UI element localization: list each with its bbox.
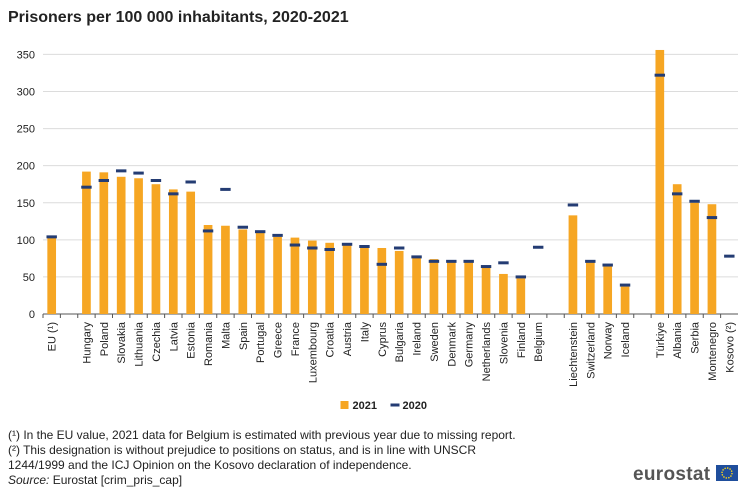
y-tick-label: 100	[17, 235, 35, 247]
bar	[516, 278, 526, 314]
x-tick-label: Switzerland	[585, 322, 597, 379]
x-tick-label: Liechtenstein	[568, 322, 580, 387]
x-tick-label: Sweden	[429, 322, 441, 362]
bar	[464, 262, 474, 314]
x-tick-label: Iceland	[620, 322, 632, 357]
x-tick-label: Finland	[516, 322, 528, 358]
source-label: Source:	[8, 473, 50, 487]
x-tick-label: Estonia	[186, 321, 198, 359]
legend-symbol	[340, 401, 349, 409]
bar	[151, 184, 161, 314]
x-tick-label: Malta	[220, 321, 232, 349]
x-tick-label: Lithuania	[134, 321, 146, 367]
x-tick-label: Italy	[359, 322, 371, 343]
source-text: Eurostat [crim_pris_cap]	[52, 473, 183, 487]
x-tick-label: Serbia	[690, 321, 702, 354]
bar	[186, 191, 196, 314]
x-tick-label: Portugal	[255, 322, 267, 363]
bar	[690, 202, 699, 314]
bar	[412, 257, 421, 314]
bar	[134, 178, 143, 314]
x-tick-label: Denmark	[446, 322, 458, 367]
x-tick-label: Belgium	[533, 322, 545, 362]
bar	[672, 184, 682, 314]
bar	[568, 215, 578, 314]
bar	[394, 250, 404, 314]
bar	[203, 225, 213, 314]
bar	[377, 247, 387, 314]
bar	[221, 225, 230, 314]
y-tick-label: 300	[17, 87, 35, 99]
bar	[342, 243, 352, 314]
bar	[360, 245, 369, 314]
x-tick-label: Cyprus	[377, 322, 389, 357]
x-tick-label: Netherlands	[481, 322, 493, 382]
x-tick-label: Croatia	[325, 321, 337, 357]
bar	[481, 267, 491, 314]
footnotes: (¹) In the EU value, 2021 data for Belgi…	[8, 428, 528, 488]
bar	[325, 242, 335, 314]
bar	[290, 237, 300, 314]
x-tick-label: Poland	[99, 322, 111, 356]
bar	[47, 236, 57, 314]
x-tick-label: Hungary	[81, 322, 93, 364]
bar	[603, 266, 613, 314]
chart: Prisoners per 100 000 inhabitants, 2020-…	[8, 9, 738, 412]
bar	[82, 171, 91, 314]
logo: eurostat	[633, 464, 738, 486]
bar	[273, 236, 282, 314]
x-tick-label: Albania	[672, 321, 684, 359]
x-tick-label: EU (¹)	[47, 322, 59, 351]
source: Source: Eurostat [crim_pris_cap]	[8, 473, 528, 488]
bar	[429, 259, 439, 314]
x-tick-label: Türkiye	[655, 322, 667, 358]
bar	[116, 176, 126, 314]
bar	[168, 189, 178, 314]
bar	[307, 240, 317, 314]
y-tick-label: 350	[17, 49, 35, 61]
x-tick-label: Slovenia	[498, 321, 510, 364]
bar	[238, 229, 248, 314]
logo-text: eurostat	[633, 464, 711, 485]
legend-label: 2021	[353, 400, 377, 412]
bar	[620, 286, 630, 314]
footnote: (²) This designation is without prejudic…	[8, 443, 476, 472]
y-tick-label: 250	[17, 124, 35, 136]
x-tick-label: Latvia	[168, 321, 180, 351]
x-tick-label: Austria	[342, 321, 354, 356]
x-tick-label: Montenegro	[707, 322, 719, 381]
eu-flag	[716, 465, 738, 481]
x-tick-label: Norway	[603, 322, 615, 360]
bar	[655, 49, 665, 314]
x-tick-label: Romania	[203, 321, 215, 366]
x-tick-label: Luxembourg	[307, 322, 319, 383]
x-tick-label: Kosovo (²)	[724, 322, 736, 373]
x-tick-label: Spain	[238, 322, 250, 350]
y-tick-label: 0	[29, 309, 35, 321]
x-tick-label: Greece	[273, 322, 285, 358]
y-tick-label: 50	[23, 272, 35, 284]
x-tick-label: France	[290, 322, 302, 356]
bar	[707, 204, 717, 314]
bar	[499, 273, 508, 314]
x-tick-label: Germany	[464, 322, 476, 368]
x-tick-label: Ireland	[412, 322, 424, 356]
bar	[446, 260, 456, 314]
y-tick-label: 200	[17, 161, 35, 173]
x-tick-label: Slovakia	[116, 321, 128, 363]
bar	[585, 260, 595, 314]
bar	[255, 230, 265, 314]
x-tick-label: Bulgaria	[394, 321, 406, 362]
legend-label: 2020	[403, 400, 427, 412]
bar	[99, 172, 109, 314]
y-tick-label: 150	[17, 198, 35, 210]
chart-title: Prisoners per 100 000 inhabitants, 2020-…	[8, 9, 349, 26]
footnote: (¹) In the EU value, 2021 data for Belgi…	[8, 428, 516, 442]
x-tick-label: Czechia	[151, 321, 163, 362]
